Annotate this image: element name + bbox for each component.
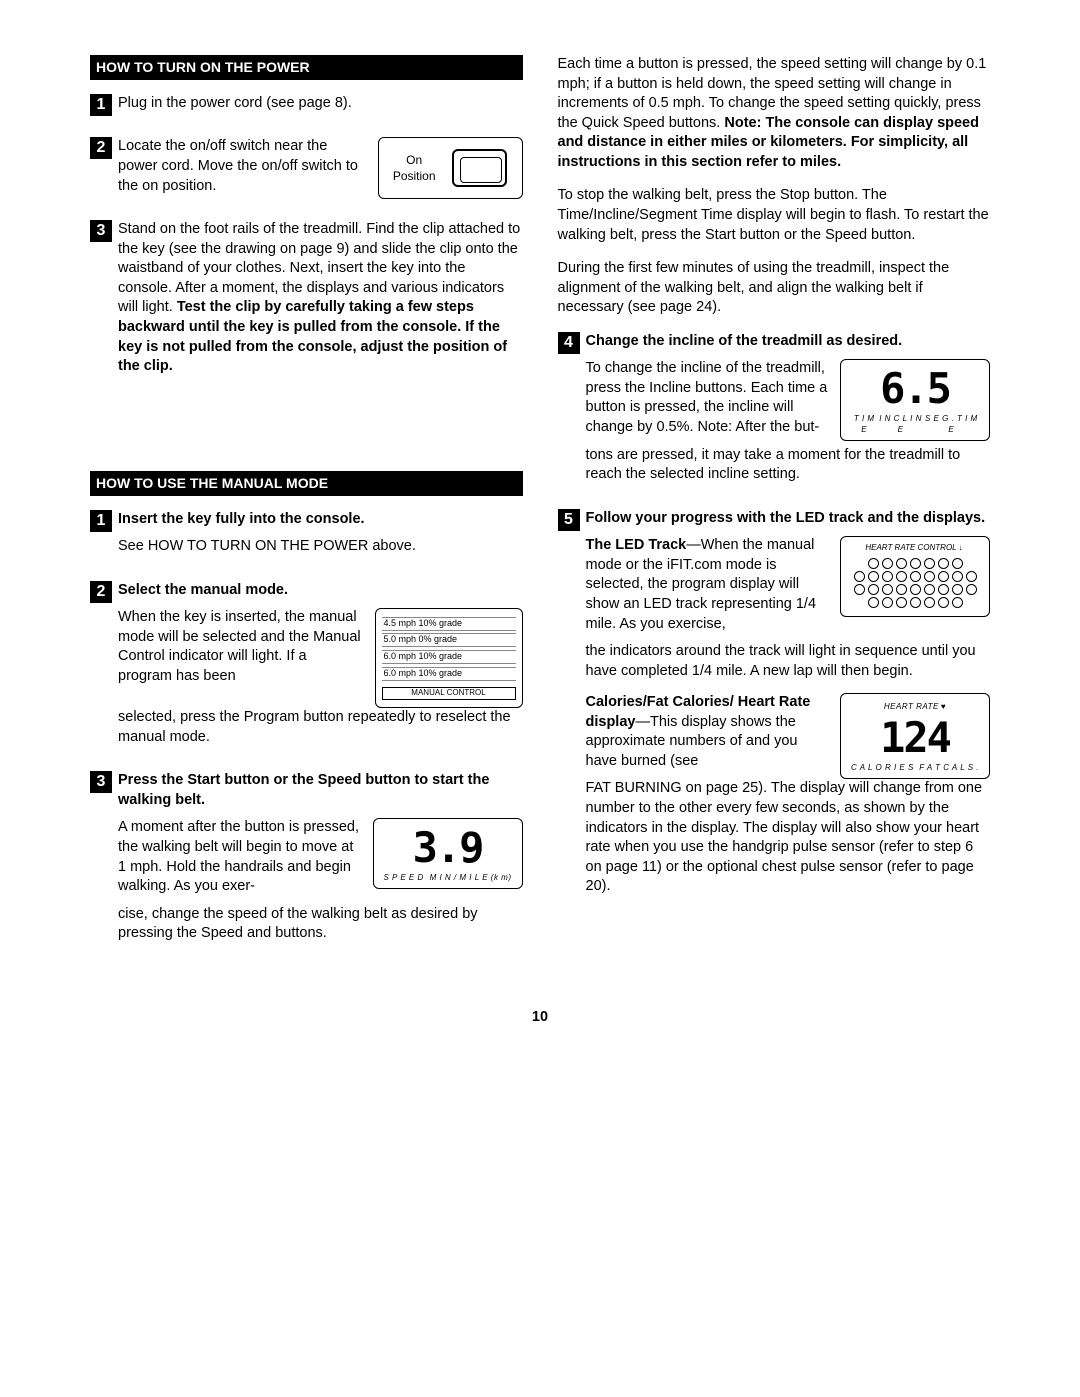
display-value: 6.5 <box>851 368 979 410</box>
step-title: Select the manual mode. <box>118 581 523 601</box>
right-column: Each time a button is pressed, the speed… <box>558 55 991 968</box>
step-text: FAT BURNING on page 25). The display wil… <box>586 779 991 896</box>
switch-label: On <box>393 152 436 168</box>
step-text: A moment after the button is pressed, th… <box>118 818 361 896</box>
step-title: Press the Start button or the Speed butt… <box>118 771 523 810</box>
incline-display-figure: 6.5 T I M E I N C L I N E S E G . T I M … <box>840 359 990 441</box>
step-title: Insert the key fully into the console. <box>118 510 523 530</box>
speed-display-figure: 3.9 S P E E D M I N / M I L E (k m) <box>373 818 523 889</box>
body-text: To stop the walking belt, press the Stop… <box>558 186 991 245</box>
section-header-manual: HOW TO USE THE MANUAL MODE <box>90 471 523 496</box>
step-text: cise, change the speed of the walking be… <box>118 905 523 944</box>
right-step-4: 4 Change the incline of the treadmill as… <box>558 332 991 493</box>
manual-step-3: 3 Press the Start button or the Speed bu… <box>90 771 523 952</box>
step-text: Locate the on/off switch near the power … <box>118 137 366 196</box>
manual-step-1: 1 Insert the key fully into the console.… <box>90 510 523 565</box>
switch-figure: On Position <box>378 137 523 199</box>
step-number-icon: 2 <box>90 581 112 603</box>
display-value: 124 <box>851 717 979 759</box>
section-header-power: HOW TO TURN ON THE POWER <box>90 55 523 80</box>
step-number-icon: 3 <box>90 771 112 793</box>
step-text: Plug in the power cord (see page 8). <box>118 94 523 114</box>
power-step-2: 2 Locate the on/off switch near the powe… <box>90 137 523 204</box>
step-text: Calories/Fat Calories/ Heart Rate displa… <box>586 693 829 771</box>
step-number-icon: 5 <box>558 509 580 531</box>
display-value: 3.9 <box>384 827 512 869</box>
body-text: Each time a button is pressed, the speed… <box>558 55 991 172</box>
page-number: 10 <box>90 1008 990 1028</box>
step-text: Stand on the foot rails of the treadmill… <box>118 220 523 377</box>
step-text: To change the incline of the treadmill, … <box>586 359 829 437</box>
step-text: See HOW TO TURN ON THE POWER above. <box>118 537 523 557</box>
step-text: The LED Track—When the manual mode or th… <box>586 536 829 634</box>
step-title: Follow your progress with the LED track … <box>586 509 991 529</box>
heart-icon <box>939 702 946 711</box>
console-figure: 4.5 mph 10% grade 5.0 mph 0% grade 6.0 m… <box>375 608 523 708</box>
power-step-3: 3 Stand on the foot rails of the treadmi… <box>90 220 523 385</box>
step-number-icon: 4 <box>558 332 580 354</box>
step-text: tons are pressed, it may take a moment f… <box>586 446 991 485</box>
left-column: HOW TO TURN ON THE POWER 1 Plug in the p… <box>90 55 523 968</box>
right-step-5: 5 Follow your progress with the LED trac… <box>558 509 991 905</box>
step-number-icon: 3 <box>90 220 112 242</box>
heartrate-display-figure: HEART RATE 124 C A L O R I E S F A T C A… <box>840 693 990 779</box>
power-step-1: 1 Plug in the power cord (see page 8). <box>90 94 523 122</box>
body-text: During the first few minutes of using th… <box>558 259 991 318</box>
led-track-figure: HEART RATE CONTROL <box>840 536 990 617</box>
switch-label: Position <box>393 168 436 184</box>
manual-step-2: 2 Select the manual mode. When the key i… <box>90 581 523 756</box>
step-text: When the key is inserted, the manual mod… <box>118 608 363 686</box>
step-number-icon: 2 <box>90 137 112 159</box>
step-number-icon: 1 <box>90 510 112 532</box>
step-text: selected, press the Program button repea… <box>118 708 523 747</box>
step-number-icon: 1 <box>90 94 112 116</box>
step-title: Change the incline of the treadmill as d… <box>586 332 991 352</box>
switch-icon <box>452 149 507 187</box>
step-text: the indicators around the track will lig… <box>586 642 991 681</box>
